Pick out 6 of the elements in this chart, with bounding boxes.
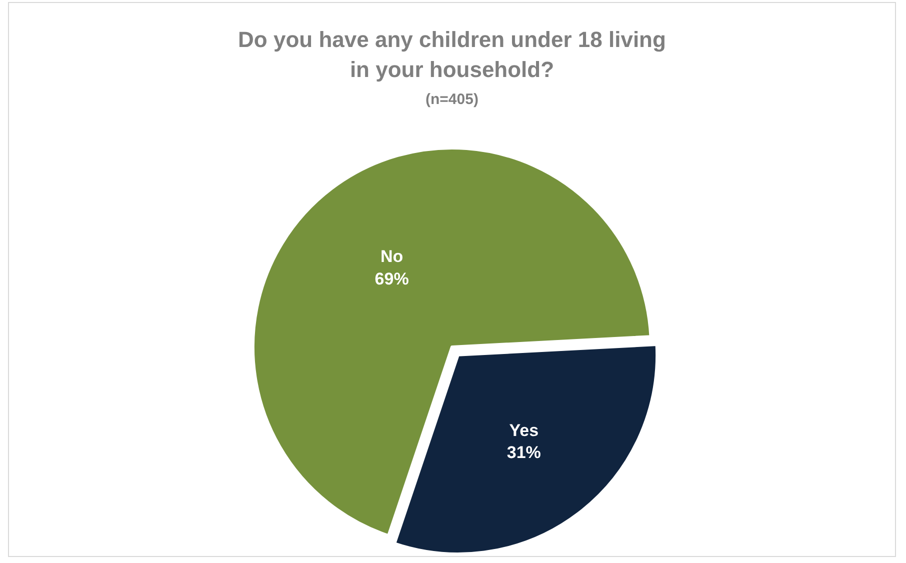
data-label: 69% — [374, 269, 409, 288]
chart-subtitle: (n=405) — [424, 91, 480, 108]
slice-label: Yes — [509, 421, 539, 440]
chart-title: Do you have any children under 18 living in your household? — [237, 26, 667, 84]
data-label: 31% — [506, 443, 541, 462]
slice-label: No — [380, 247, 404, 266]
